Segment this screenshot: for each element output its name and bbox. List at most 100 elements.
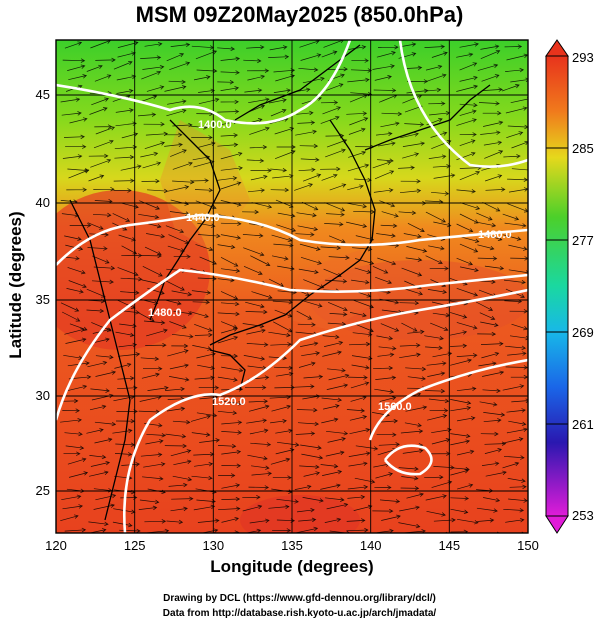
streamline [146, 433, 167, 438]
streamline [86, 64, 103, 72]
streamline [220, 221, 242, 226]
streamline [68, 169, 90, 179]
streamline [142, 265, 163, 277]
streamline [169, 376, 190, 382]
streamline [249, 428, 269, 435]
streamline [250, 174, 268, 181]
streamline [399, 300, 420, 306]
streamline [302, 497, 324, 503]
streamline [221, 483, 241, 489]
streamline [478, 101, 500, 106]
streamline [114, 154, 135, 160]
streamline [87, 360, 108, 368]
streamline [456, 118, 477, 126]
streamline [171, 290, 193, 297]
streamline [68, 74, 88, 81]
streamline [450, 399, 472, 405]
streamline [146, 328, 168, 337]
streamline [89, 454, 107, 460]
streamline [482, 110, 502, 116]
streamline [450, 529, 469, 533]
streamline [377, 352, 395, 357]
streamline [138, 505, 158, 511]
streamline [95, 493, 117, 501]
streamline [380, 223, 398, 229]
streamline [220, 151, 243, 160]
height-contours [56, 40, 528, 533]
streamline [251, 291, 273, 300]
streamline [166, 53, 185, 62]
streamline [190, 414, 212, 422]
streamline [220, 268, 241, 273]
streamline [221, 449, 242, 455]
streamline [456, 386, 477, 392]
streamline [68, 280, 87, 289]
streamline [424, 474, 444, 480]
streamline [404, 422, 422, 428]
streamline [164, 299, 182, 306]
streamline [405, 405, 428, 412]
streamline [433, 173, 456, 179]
streamline [218, 506, 241, 511]
streamline [95, 57, 116, 63]
streamline [450, 405, 472, 412]
streamline [349, 117, 369, 126]
streamline [484, 265, 505, 271]
streamline [143, 121, 165, 127]
streamline [220, 181, 242, 190]
streamline [375, 276, 392, 285]
streamline [302, 173, 322, 182]
y-tick-label: 35 [36, 292, 50, 307]
streamline [459, 42, 479, 48]
streamline [191, 475, 213, 481]
colorbar-tick-label: 269 [572, 325, 594, 340]
streamline [217, 410, 238, 416]
streamline [400, 179, 421, 184]
streamline [350, 381, 370, 389]
streamline [268, 331, 291, 338]
contour-label: 1440.0 [186, 212, 220, 224]
streamline [119, 323, 137, 329]
streamline [269, 45, 288, 51]
streamline [244, 385, 267, 390]
streamline [167, 99, 187, 105]
streamline [347, 484, 369, 490]
streamline [220, 256, 239, 267]
streamline [508, 420, 527, 427]
streamline [433, 221, 452, 228]
streamline [114, 144, 138, 150]
streamline [66, 384, 88, 392]
streamline [476, 212, 493, 221]
streamline [168, 482, 188, 488]
streamline [321, 417, 339, 424]
streamline [113, 61, 133, 70]
streamline [377, 257, 397, 266]
streamline [300, 444, 322, 450]
streamline [351, 279, 370, 285]
streamline [431, 51, 448, 58]
streamline [450, 433, 471, 439]
streamline [374, 75, 392, 81]
streamline [374, 388, 395, 394]
streamline [325, 497, 345, 502]
streamline [450, 343, 468, 349]
streamline [450, 496, 470, 501]
streamline [91, 97, 109, 106]
streamline [88, 174, 105, 182]
streamline [347, 375, 368, 380]
streamline [479, 312, 496, 320]
streamline [378, 442, 400, 447]
streamline [275, 199, 294, 208]
streamline [197, 364, 216, 370]
streamline [243, 58, 262, 64]
streamline [197, 222, 216, 228]
streamline [221, 366, 244, 373]
streamline [242, 504, 263, 512]
streamline [398, 522, 421, 529]
contour-1440 [56, 213, 528, 266]
streamline [297, 120, 316, 125]
streamline [144, 141, 165, 150]
streamline [248, 485, 270, 490]
streamline [374, 170, 395, 180]
credit-data-source: Data from http://database.rish.kyoto-u.a… [162, 608, 437, 619]
